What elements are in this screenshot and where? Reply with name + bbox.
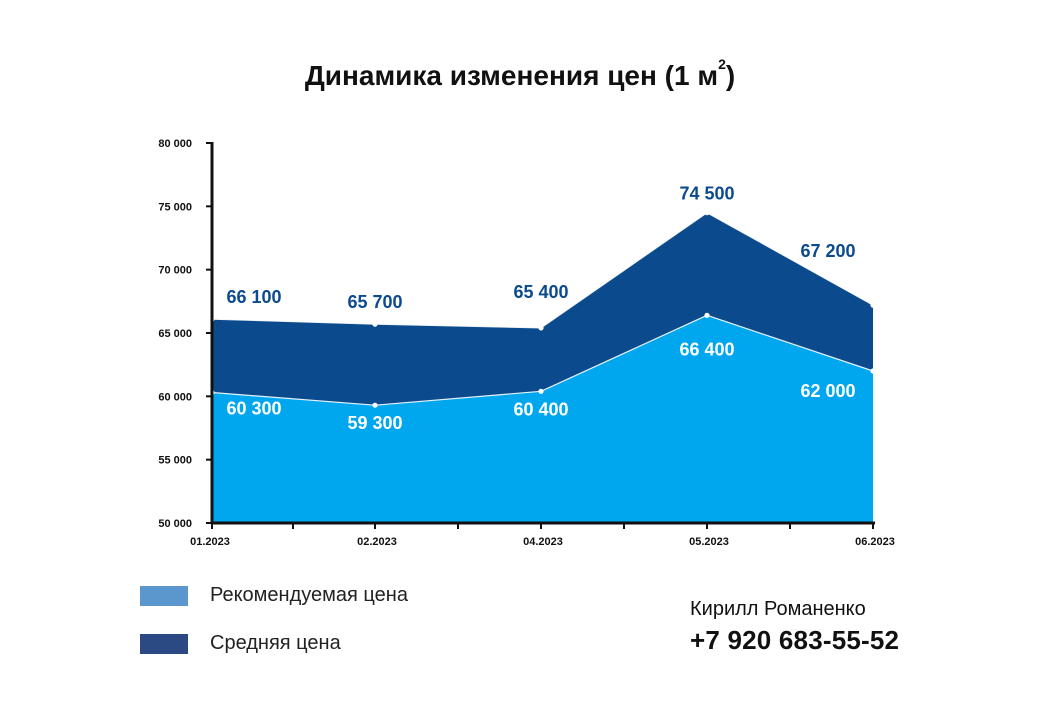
series-area-1 <box>212 315 873 523</box>
data-label-recommended-1: 59 300 <box>347 413 402 433</box>
y-tick-label-0: 50 000 <box>158 518 192 530</box>
x-tick-label-0: 01.2023 <box>190 536 230 548</box>
y-tick-label-3: 65 000 <box>158 328 192 340</box>
y-tick-label-2: 60 000 <box>158 391 192 403</box>
data-point-0-3 <box>704 210 710 216</box>
data-point-1-4 <box>870 368 876 374</box>
chart-title: Динамика изменения цен (1 м2) <box>0 56 1040 92</box>
data-point-1-3 <box>704 312 710 318</box>
data-label-recommended-4: 62 000 <box>800 381 855 401</box>
x-tick-label-3: 05.2023 <box>689 536 729 548</box>
data-label-recommended-0: 60 300 <box>226 399 281 419</box>
data-label-average-3: 74 500 <box>679 184 734 204</box>
legend-label-average: Средняя цена <box>210 632 341 654</box>
chart-title-superscript: 2 <box>718 56 726 72</box>
data-point-0-4 <box>870 302 876 308</box>
chart-title-text: Динамика изменения цен (1 м <box>304 60 719 91</box>
y-tick-label-5: 75 000 <box>158 201 192 213</box>
data-label-average-4: 67 200 <box>800 241 855 261</box>
contact-block: Кирилл Романенко +7 920 683-55-52 <box>690 598 899 656</box>
data-point-0-1 <box>372 321 378 327</box>
legend-item-average: Средняя цена <box>140 632 341 655</box>
data-point-1-2 <box>538 388 544 394</box>
legend-label-recommended: Рекомендуемая цена <box>210 584 408 606</box>
y-tick-label-4: 70 000 <box>158 265 192 277</box>
data-label-average-1: 65 700 <box>347 292 402 312</box>
data-point-1-1 <box>372 402 378 408</box>
x-tick-label-1: 02.2023 <box>357 536 397 548</box>
chart-title-close: ) <box>725 60 736 91</box>
data-label-average-0: 66 100 <box>226 287 281 307</box>
legend-swatch-recommended <box>140 585 188 606</box>
data-label-average-2: 65 400 <box>513 282 568 302</box>
x-tick-label-2: 04.2023 <box>523 536 563 548</box>
data-label-recommended-3: 66 400 <box>679 339 734 359</box>
contact-phone: +7 920 683-55-52 <box>690 625 900 655</box>
y-tick-label-6: 80 000 <box>158 138 192 150</box>
legend-swatch-average <box>140 633 188 654</box>
x-tick-label-4: 06.2023 <box>855 536 895 548</box>
legend-item-recommended: Рекомендуемая цена <box>140 584 408 607</box>
data-label-recommended-2: 60 400 <box>513 399 568 419</box>
data-point-0-2 <box>538 325 544 331</box>
contact-name: Кирилл Романенко <box>690 598 866 620</box>
y-tick-label-1: 55 000 <box>158 455 192 467</box>
